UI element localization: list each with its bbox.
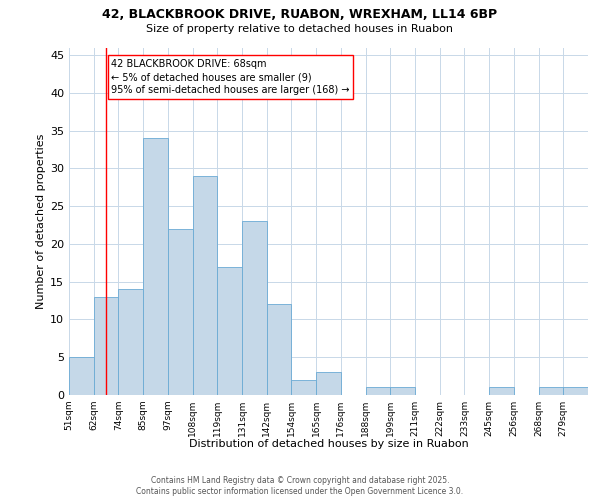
X-axis label: Distribution of detached houses by size in Ruabon: Distribution of detached houses by size …: [188, 439, 469, 449]
Bar: [193, 176, 217, 395]
Text: Contains public sector information licensed under the Open Government Licence 3.: Contains public sector information licen…: [136, 487, 464, 496]
Bar: [316, 372, 341, 395]
Text: 42, BLACKBROOK DRIVE, RUABON, WREXHAM, LL14 6BP: 42, BLACKBROOK DRIVE, RUABON, WREXHAM, L…: [103, 8, 497, 21]
Bar: [489, 388, 514, 395]
Text: Size of property relative to detached houses in Ruabon: Size of property relative to detached ho…: [146, 24, 454, 34]
Bar: [563, 388, 588, 395]
Bar: [242, 221, 267, 395]
Bar: [69, 357, 94, 395]
Text: Contains HM Land Registry data © Crown copyright and database right 2025.: Contains HM Land Registry data © Crown c…: [151, 476, 449, 485]
Bar: [539, 388, 563, 395]
Bar: [118, 289, 143, 395]
Bar: [292, 380, 316, 395]
Bar: [94, 297, 118, 395]
Text: 42 BLACKBROOK DRIVE: 68sqm
← 5% of detached houses are smaller (9)
95% of semi-d: 42 BLACKBROOK DRIVE: 68sqm ← 5% of detac…: [111, 59, 350, 95]
Bar: [365, 388, 390, 395]
Bar: [267, 304, 292, 395]
Bar: [390, 388, 415, 395]
Bar: [217, 266, 242, 395]
Y-axis label: Number of detached properties: Number of detached properties: [36, 134, 46, 309]
Bar: [143, 138, 168, 395]
Bar: [168, 229, 193, 395]
